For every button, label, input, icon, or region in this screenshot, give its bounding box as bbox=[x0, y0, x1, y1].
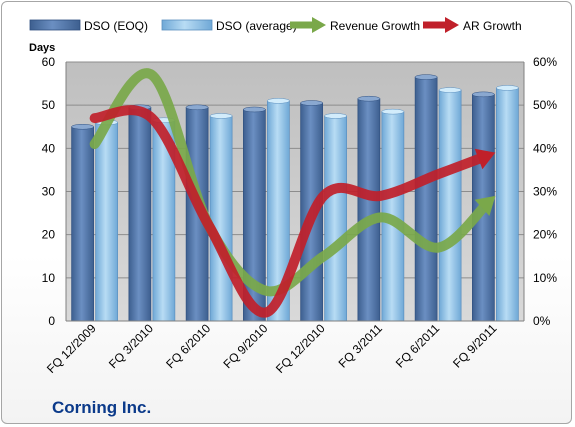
x-tick-label: FQ 12/2010 bbox=[273, 321, 328, 376]
y-tick-label: 10 bbox=[42, 271, 56, 285]
bar-dso-eoq bbox=[71, 124, 94, 322]
bar-dso-average bbox=[95, 119, 118, 322]
bar-dso-eoq bbox=[128, 104, 152, 322]
bar-dso-average bbox=[324, 113, 347, 322]
bar-dso-eoq bbox=[414, 74, 438, 322]
bar-dso-average bbox=[496, 85, 519, 322]
legend-swatch-dso-average bbox=[161, 19, 213, 31]
y-tick-label: 20 bbox=[42, 228, 56, 242]
bar-dso-average bbox=[152, 117, 176, 322]
bars bbox=[71, 74, 519, 322]
y2-tick-label: 10% bbox=[533, 271, 557, 285]
x-tick-label: FQ 9/2011 bbox=[450, 321, 500, 371]
bar-dso-average bbox=[209, 113, 233, 322]
legend-arrow-ar-growth bbox=[423, 17, 459, 33]
legend-label-revenue-growth: Revenue Growth bbox=[330, 19, 420, 33]
legend-arrow-revenue-growth bbox=[290, 17, 326, 33]
arrowhead-ar-growth bbox=[474, 148, 496, 170]
y-axis-title: Days bbox=[29, 42, 55, 54]
y-tick-label: 30 bbox=[42, 185, 56, 199]
y-tick-label: 60 bbox=[42, 55, 56, 69]
y2-tick-label: 50% bbox=[533, 98, 557, 112]
x-tick-label: FQ 9/2010 bbox=[221, 321, 271, 371]
arrowhead-revenue-growth bbox=[474, 195, 496, 217]
y2-tick-label: 40% bbox=[533, 141, 557, 155]
y-tick-label: 40 bbox=[42, 141, 56, 155]
bar-dso-average bbox=[438, 87, 462, 322]
line-revenue-growth bbox=[89, 68, 496, 297]
x-tick-label: FQ 12/2009 bbox=[44, 321, 99, 376]
y-tick-label: 0 bbox=[48, 314, 55, 328]
x-tick-label: FQ 6/2010 bbox=[163, 321, 213, 371]
y2-tick-label: 20% bbox=[533, 228, 557, 242]
legend-label-dso-average: DSO (average) bbox=[216, 19, 297, 33]
x-tick-label: FQ 6/2011 bbox=[393, 321, 443, 371]
y-tick-label: 50 bbox=[42, 98, 56, 112]
x-tick-label: FQ 3/2010 bbox=[106, 321, 156, 371]
x-tick-label: FQ 3/2011 bbox=[336, 321, 386, 371]
legend-label-dso-eoq: DSO (EOQ) bbox=[84, 19, 148, 33]
y2-tick-label: 30% bbox=[533, 185, 557, 199]
legend-swatch-dso-eoq bbox=[29, 19, 81, 31]
bar-dso-eoq bbox=[243, 106, 266, 322]
y2-tick-label: 0% bbox=[533, 314, 551, 328]
company-name: Corning Inc. bbox=[52, 398, 152, 417]
line-ar-growth bbox=[89, 105, 496, 318]
y2-tick-label: 60% bbox=[533, 55, 557, 69]
legend: DSO (EOQ) DSO (average) Revenue Growth A… bbox=[29, 17, 522, 33]
legend-label-ar-growth: AR Growth bbox=[463, 19, 522, 33]
bar-dso-eoq bbox=[357, 95, 381, 322]
growth-lines bbox=[89, 68, 496, 318]
